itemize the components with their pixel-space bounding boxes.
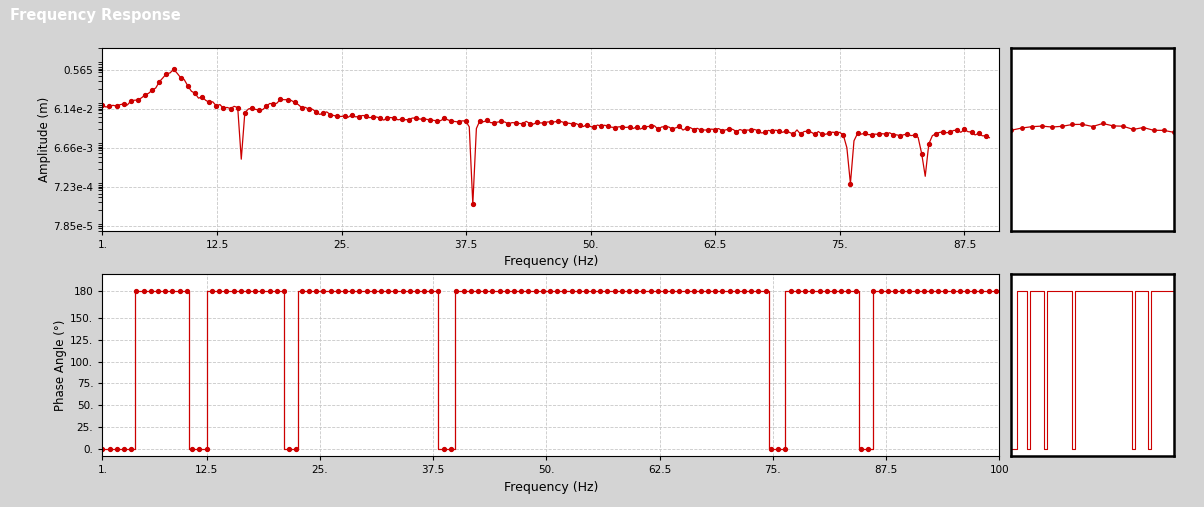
X-axis label: Frequency (Hz): Frequency (Hz)	[503, 255, 598, 268]
Text: Frequency Response: Frequency Response	[10, 8, 181, 23]
Y-axis label: Amplitude (m): Amplitude (m)	[37, 97, 51, 182]
Y-axis label: Phase Angle (°): Phase Angle (°)	[54, 319, 67, 411]
X-axis label: Frequency (Hz): Frequency (Hz)	[503, 481, 598, 494]
